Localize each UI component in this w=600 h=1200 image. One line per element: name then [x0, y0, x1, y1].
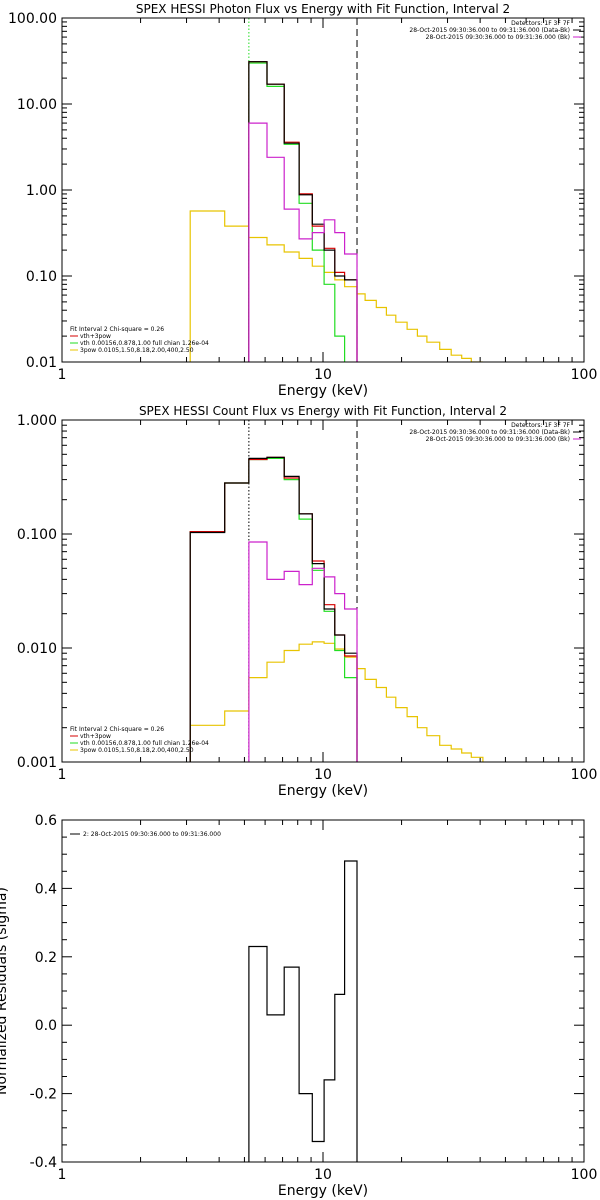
y-tick-label: -0.2	[30, 1087, 57, 1103]
series-line-2-28-oct-2015-09-30-36-000-to-09-31-36-000	[248, 860, 358, 1162]
legend-entry: vth 0.00156,0.878,1.00 full chian 1.26e-…	[80, 740, 209, 747]
panel-2: SPEX HESSI Count Flux vs Energy with Fit…	[17, 404, 597, 799]
plot-frame	[61, 819, 585, 1163]
legend-entry: 28-Oct-2015 09:30:36.000 to 09:31:36.000…	[409, 27, 570, 34]
series-line-bk	[248, 122, 358, 362]
x-tick-label: 1	[58, 367, 67, 383]
x-tick-label: 10	[314, 367, 332, 383]
legend-entry: 2: 28-Oct-2015 09:30:36.000 to 09:31:36.…	[83, 831, 221, 838]
y-tick-label: 100.00	[8, 11, 57, 27]
plot-frame	[61, 419, 585, 763]
chart-title: SPEX HESSI Count Flux vs Energy with Fit…	[139, 404, 507, 418]
y-tick-label: 0.010	[17, 641, 57, 657]
x-tick-label: 10	[314, 1167, 332, 1183]
x-tick-label: 10	[314, 767, 332, 783]
x-tick-label: 1	[58, 1167, 67, 1183]
series-line-data-bk	[248, 61, 358, 362]
y-tick-label: 10.00	[17, 97, 57, 113]
x-axis-label: Energy (keV)	[278, 383, 368, 399]
series-group	[248, 860, 358, 1162]
series-line-3pow	[189, 210, 483, 362]
series-line-3pow	[189, 641, 484, 762]
series-line-bk	[248, 541, 358, 762]
series-group	[189, 456, 484, 762]
y-tick-label: 0.6	[35, 813, 57, 829]
y-tick-label: 0.4	[35, 881, 57, 897]
y-tick-label: 0.100	[17, 527, 57, 543]
series-group	[189, 61, 483, 362]
legend-entry: Detectors: 1F 3F 7F	[511, 20, 570, 27]
plot-frame	[61, 17, 585, 363]
panel-3: 1 10 100 -0.4 -0.2 0.0 0.2 0.4 0.6 Energy (keV) No…	[0, 813, 597, 1199]
series-line-data-bk	[189, 456, 358, 762]
legend-entry: Detectors: 1F 3F 7F	[511, 422, 570, 429]
x-axis-label: Energy (keV)	[278, 1183, 368, 1199]
legend-entry: vth+3pow	[80, 333, 111, 340]
legend-entry: 3pow 0.0105,1.50,8.18,2.00,400,2.50	[80, 347, 194, 354]
y-tick-label: 0.001	[17, 755, 57, 771]
y-tick-label: 0.0	[35, 1018, 57, 1034]
legend-entry: 28-Oct-2015 09:30:36.000 to 09:31:36.000…	[426, 436, 570, 443]
x-axis-label: Energy (keV)	[278, 783, 368, 799]
legend-entry: 28-Oct-2015 09:30:36.000 to 09:31:36.000…	[409, 429, 570, 436]
x-tick-label: 1	[58, 767, 67, 783]
y-tick-label: 0.01	[26, 355, 57, 371]
legend-entry: Fit Interval 2 Chi-square = 0.26	[70, 726, 164, 733]
legend-entry: vth+3pow	[80, 733, 111, 740]
legend-entry: 28-Oct-2015 09:30:36.000 to 09:31:36.000…	[426, 34, 570, 41]
y-axis-label: Normalized Residuals (sigma)	[0, 887, 10, 1095]
y-tick-label: 1.00	[26, 183, 57, 199]
y-tick-label: -0.4	[30, 1155, 57, 1171]
panel-1: SPEX HESSI Photon Flux vs Energy with Fi…	[8, 2, 597, 399]
x-tick-label: 100	[571, 1167, 598, 1183]
legend-entry: 3pow 0.0105,1.50,8.18,2.00,400,2.50	[80, 747, 194, 754]
legend-entry: Fit Interval 2 Chi-square = 0.26	[70, 326, 164, 333]
y-tick-label: 0.10	[26, 269, 57, 285]
y-tick-label: 0.2	[35, 950, 57, 966]
x-tick-label: 100	[571, 767, 598, 783]
chart-title: SPEX HESSI Photon Flux vs Energy with Fi…	[136, 2, 510, 16]
legend-entry: vth 0.00156,0.878,1.00 full chian 1.26e-…	[80, 340, 209, 347]
x-tick-label: 100	[571, 367, 598, 383]
y-tick-label: 1.000	[17, 413, 57, 429]
